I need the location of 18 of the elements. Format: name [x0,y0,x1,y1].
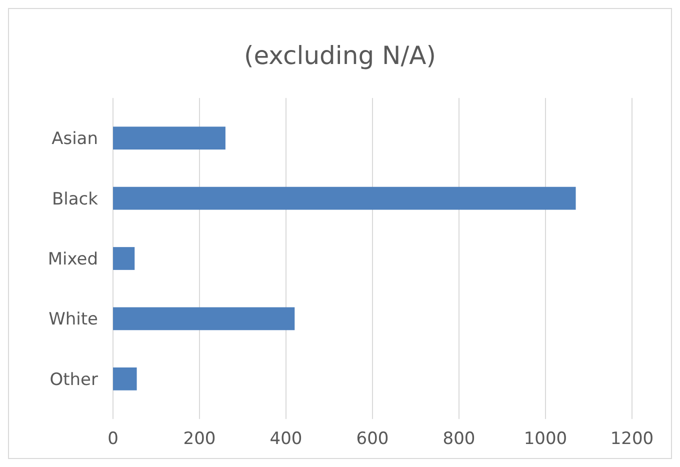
x-tick-label: 1000 [524,429,568,449]
x-tick-label: 1200 [610,429,654,449]
bar [113,247,135,270]
x-tick-label: 0 [108,429,118,449]
bar [113,186,576,210]
y-tick-label: Other [50,370,98,390]
x-tick-label: 400 [270,429,302,449]
x-tick-label: 600 [356,429,389,449]
y-tick-label: White [48,310,98,330]
x-tick-label: 200 [183,429,216,449]
y-tick-label: Asian [52,129,98,150]
bar [113,126,226,150]
bar [113,307,295,330]
x-tick-label: 800 [442,429,476,449]
bar [113,367,137,390]
chart-title: (excluding N/A) [244,41,436,70]
y-tick-label: Mixed [48,249,98,270]
y-tick-label: Black [52,189,98,210]
